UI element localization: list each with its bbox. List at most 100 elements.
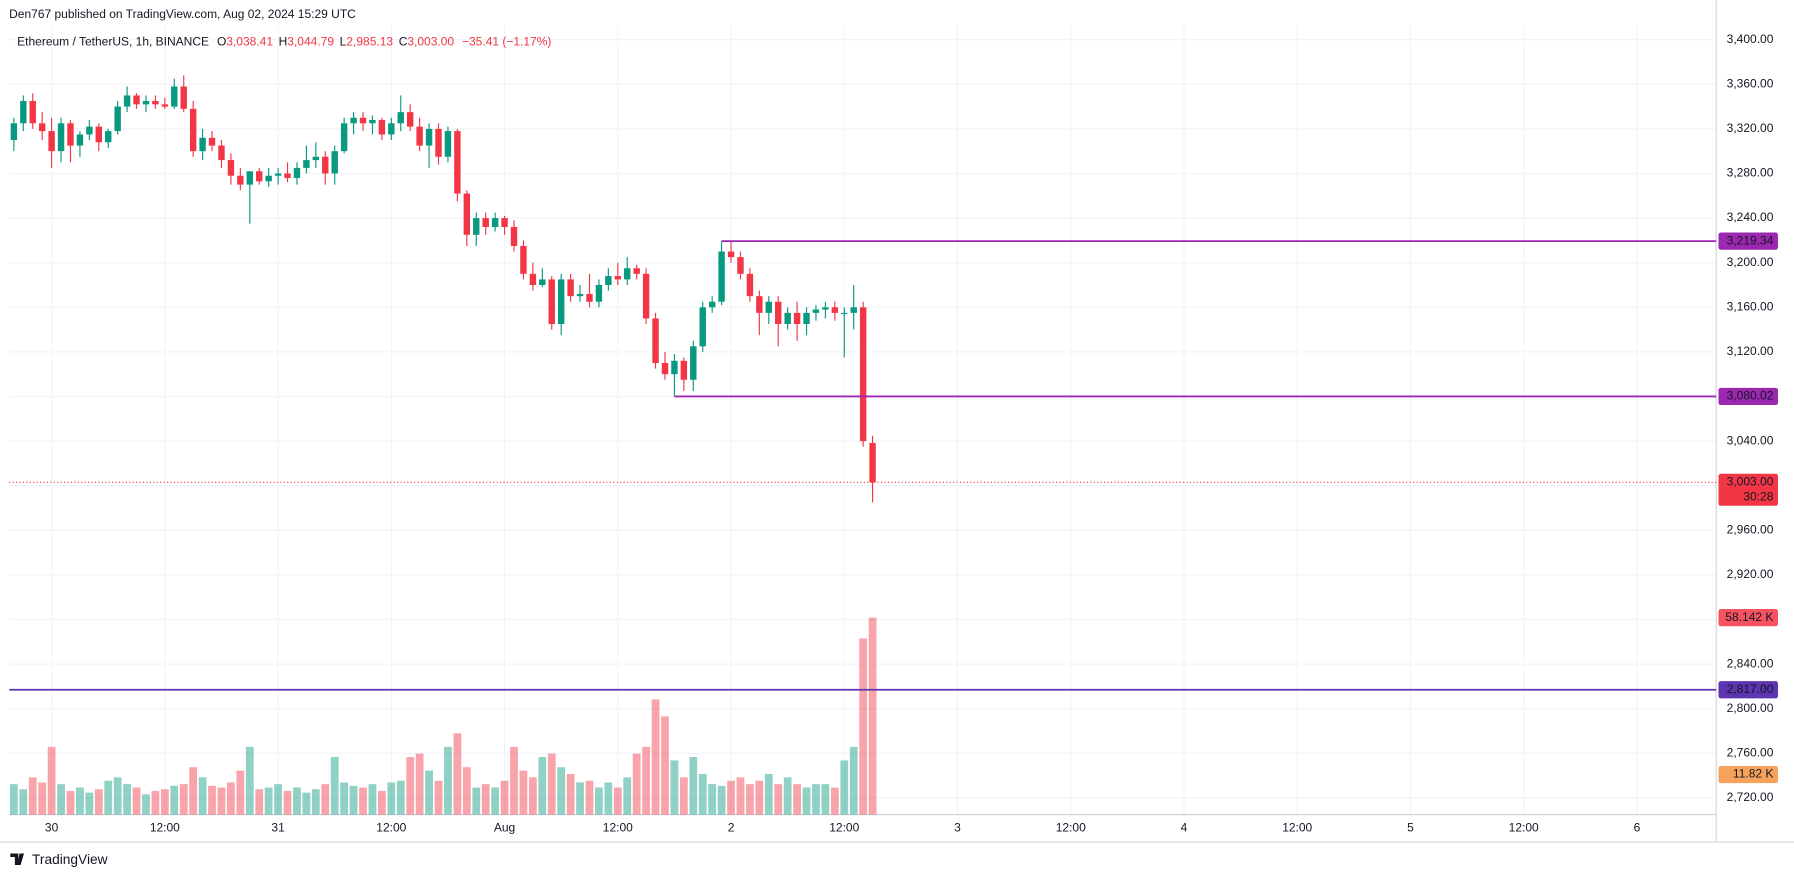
legend-header: Ethereum / TetherUS, 1h, BINANCE O3,038.… bbox=[17, 35, 551, 49]
volume-bar bbox=[613, 787, 622, 815]
candle-body bbox=[567, 279, 574, 297]
ohlc-value: 3,038.41 bbox=[226, 35, 273, 49]
volume-bar bbox=[293, 787, 301, 815]
candle-body bbox=[48, 131, 55, 152]
volume-bar bbox=[321, 784, 330, 815]
candle-body bbox=[869, 442, 876, 483]
y-tick-label: 2,920.00 bbox=[1727, 567, 1774, 581]
volume-bar bbox=[349, 785, 358, 815]
candle-body bbox=[67, 123, 74, 146]
candle-body bbox=[633, 268, 640, 274]
volume-bar bbox=[566, 773, 575, 815]
volume-bar bbox=[19, 789, 28, 815]
candle-body bbox=[473, 218, 480, 235]
ohlc-key: L bbox=[340, 35, 347, 49]
candle-body bbox=[680, 360, 688, 380]
volume-bar bbox=[444, 746, 452, 815]
candle-body bbox=[388, 123, 395, 135]
candle-body bbox=[784, 312, 791, 325]
volume-bar bbox=[189, 767, 198, 815]
candle-body bbox=[746, 273, 754, 297]
candle-body bbox=[642, 273, 650, 319]
candle-body bbox=[350, 117, 357, 124]
volume-bar bbox=[94, 789, 103, 815]
volume-bar bbox=[274, 784, 282, 815]
volume-bar bbox=[821, 784, 830, 815]
volume-bar bbox=[85, 792, 94, 815]
x-tick-label: 12:00 bbox=[603, 821, 633, 835]
candle-body bbox=[274, 173, 282, 176]
candle-body bbox=[661, 363, 669, 375]
candle-body bbox=[29, 101, 36, 124]
y-tick-label: 3,040.00 bbox=[1727, 433, 1774, 447]
x-tick-label: 12:00 bbox=[150, 821, 180, 835]
candle-body bbox=[189, 108, 197, 152]
volume-bar bbox=[406, 757, 415, 815]
volume-bar bbox=[255, 789, 264, 815]
level-label-bg bbox=[1718, 232, 1778, 250]
candle-body bbox=[218, 145, 225, 161]
candle-body bbox=[416, 126, 423, 146]
volume-bar bbox=[76, 787, 84, 815]
volume-bar bbox=[387, 782, 396, 815]
level-label: 3,219.34 bbox=[1727, 233, 1774, 247]
candle-body bbox=[510, 227, 518, 246]
volume-bar bbox=[302, 792, 311, 815]
volume-bar bbox=[528, 777, 537, 815]
candle-body bbox=[256, 171, 263, 182]
candle-body bbox=[76, 134, 84, 146]
volume-bar bbox=[698, 773, 707, 815]
volume-bar bbox=[585, 780, 594, 815]
candle-body bbox=[246, 171, 253, 185]
y-tick-label: 2,960.00 bbox=[1727, 522, 1774, 536]
volume-bar bbox=[859, 638, 868, 815]
x-tick-label: 4 bbox=[1181, 821, 1188, 835]
candle-body bbox=[841, 312, 848, 315]
volume-bar bbox=[595, 787, 603, 815]
candle-body bbox=[114, 106, 121, 132]
volume-bar bbox=[491, 787, 500, 815]
candle-body bbox=[756, 296, 763, 313]
y-tick-label: 3,400.00 bbox=[1727, 32, 1774, 46]
volume-bar bbox=[670, 760, 679, 815]
candle-body bbox=[671, 360, 678, 375]
candle-body bbox=[850, 307, 857, 313]
volume-bar bbox=[28, 777, 37, 815]
candle-body bbox=[690, 346, 697, 380]
y-tick-label: 2,720.00 bbox=[1727, 790, 1774, 804]
x-tick-label: 30 bbox=[45, 821, 59, 835]
candle-body bbox=[331, 151, 338, 174]
candle-body bbox=[369, 119, 376, 124]
publisher: Den767 published on TradingView.com, Aug… bbox=[9, 7, 356, 21]
level-label-bg bbox=[1718, 681, 1778, 699]
volume-bar bbox=[396, 780, 405, 815]
volume-bar bbox=[812, 784, 820, 815]
countdown: 30:28 bbox=[1743, 489, 1773, 503]
volume-bar bbox=[245, 746, 254, 815]
volume-bar bbox=[264, 787, 273, 815]
y-tick-label: 3,160.00 bbox=[1727, 299, 1774, 313]
volume-bar bbox=[717, 785, 726, 815]
y-tick-label: 3,200.00 bbox=[1727, 255, 1774, 269]
candle-body bbox=[180, 86, 187, 109]
candle-body bbox=[831, 307, 839, 313]
candle-body bbox=[303, 160, 310, 168]
last-price-label: 3,003.00 bbox=[1727, 475, 1774, 489]
ohlc-key: H bbox=[279, 35, 288, 49]
candle-body bbox=[812, 309, 820, 313]
ohlc-value: 2,985.13 bbox=[346, 35, 393, 49]
volume-bar bbox=[576, 782, 584, 815]
candle-body bbox=[652, 318, 659, 364]
candle-body bbox=[539, 279, 546, 285]
x-tick-label: Aug bbox=[494, 821, 515, 835]
candle-body bbox=[105, 131, 112, 143]
x-tick-label: 12:00 bbox=[376, 821, 406, 835]
volume-bar bbox=[727, 780, 735, 815]
volume-bar bbox=[132, 787, 141, 815]
volume-bar bbox=[57, 784, 65, 815]
candle-body bbox=[208, 137, 216, 146]
candle-body bbox=[737, 257, 744, 274]
brand: TradingView bbox=[32, 852, 108, 867]
